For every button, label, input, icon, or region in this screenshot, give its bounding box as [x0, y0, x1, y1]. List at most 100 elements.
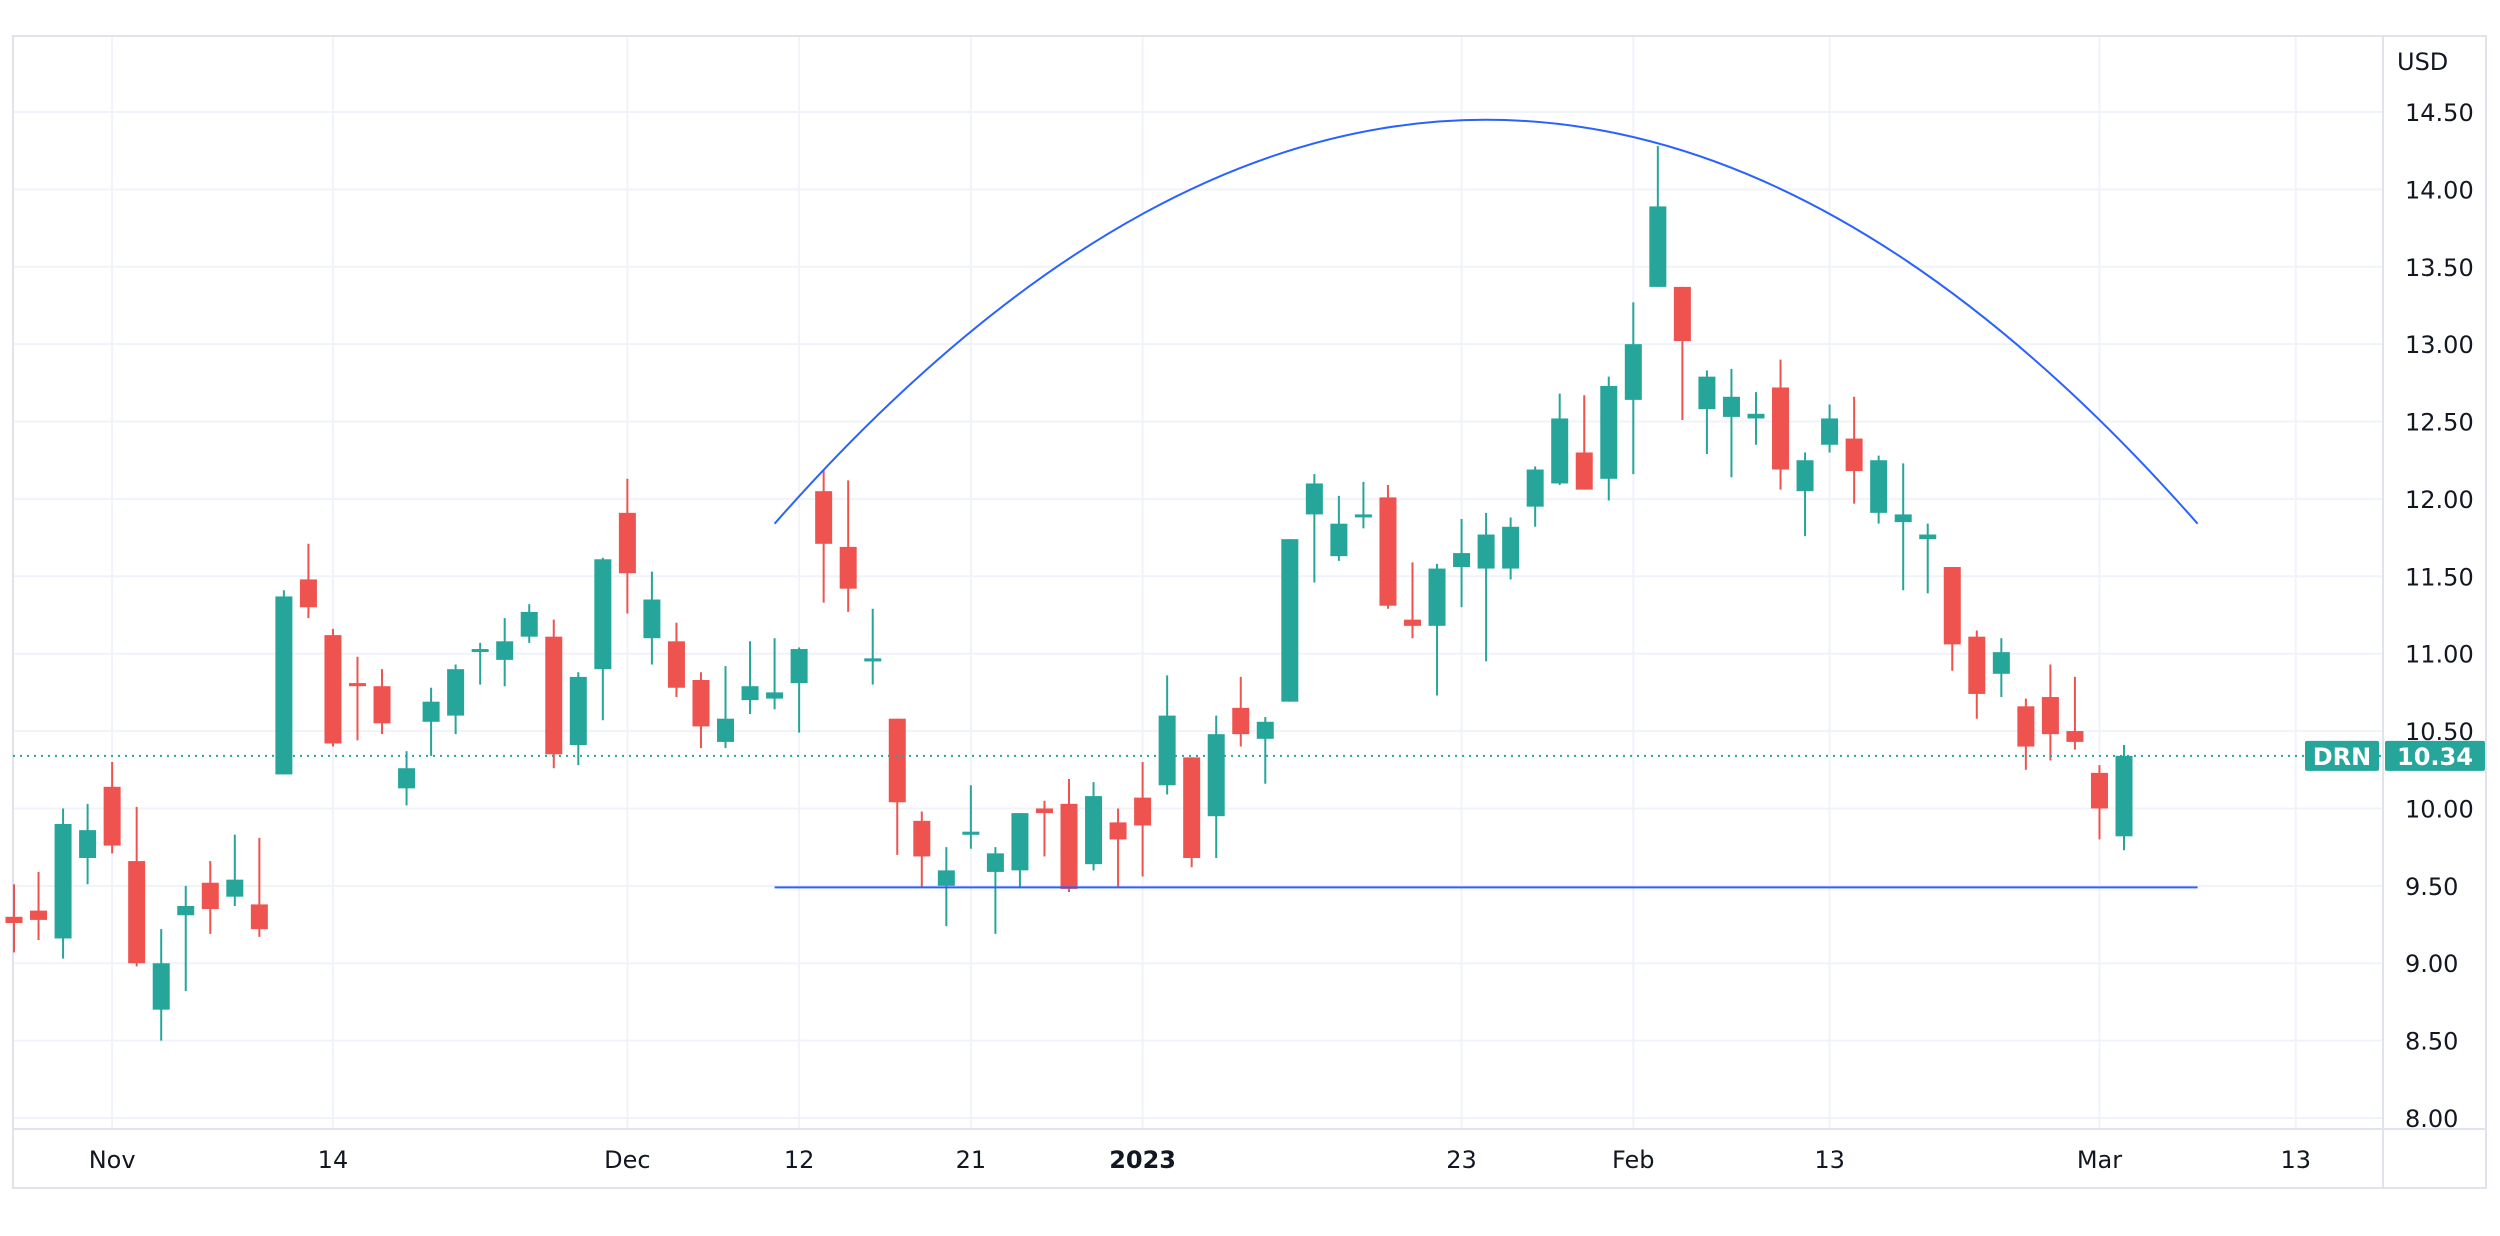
- candle-body: [1158, 715, 1176, 786]
- candle-up: [398, 751, 416, 806]
- candle-body: [1453, 553, 1471, 568]
- candle-up: [226, 834, 244, 906]
- candle-body: [1011, 813, 1029, 871]
- time-tick-label: Nov: [89, 1146, 136, 1174]
- candle-body: [2115, 755, 2133, 837]
- time-tick-label: Dec: [604, 1146, 650, 1174]
- candle-body: [1232, 707, 1250, 735]
- time-tick-label: 13: [1814, 1146, 1845, 1174]
- candle-up: [1600, 376, 1618, 501]
- candle-body: [1845, 438, 1863, 472]
- candle-body: [2017, 706, 2035, 747]
- candle-up: [864, 608, 882, 685]
- candle-down: [1968, 630, 1986, 719]
- time-tick-label: 23: [1446, 1146, 1477, 1174]
- candle-up: [1821, 404, 1839, 453]
- candle-down: [30, 871, 48, 941]
- candle-up: [1698, 370, 1716, 455]
- candle-up: [1281, 539, 1299, 702]
- candle-down: [1035, 800, 1053, 857]
- candle-up: [1158, 675, 1176, 795]
- candle-body: [1207, 734, 1225, 817]
- candle-body: [1747, 413, 1765, 419]
- candle-body: [1428, 568, 1446, 626]
- candle-up: [1256, 717, 1274, 784]
- candle-body: [152, 963, 170, 1010]
- candle-up: [1477, 512, 1495, 662]
- candle-down: [1183, 757, 1201, 868]
- candle-body: [864, 658, 882, 662]
- candle-body: [1968, 636, 1986, 694]
- candle-body: [1134, 797, 1152, 826]
- candle-body: [545, 636, 563, 755]
- candle-down: [373, 669, 391, 735]
- drawings[interactable]: [773, 118, 2199, 889]
- candle-down: [348, 656, 366, 741]
- time-tick-label: 13: [2280, 1146, 2311, 1174]
- time-tick-label: 12: [784, 1146, 815, 1174]
- last-price-tag-label: 10.34: [2397, 743, 2473, 771]
- candle-body: [471, 649, 489, 653]
- price-tick-label: 8.50: [2405, 1028, 2458, 1056]
- candle-up: [1722, 368, 1740, 478]
- arc-drawing[interactable]: [773, 118, 2199, 525]
- time-tick-label: Mar: [2077, 1146, 2122, 1174]
- candle-body: [962, 831, 980, 835]
- candle-down: [1109, 808, 1127, 888]
- candle-up: [1624, 302, 1642, 475]
- candle-down: [815, 469, 833, 603]
- price-tick-label: 12.50: [2405, 409, 2474, 437]
- candle-up: [1992, 638, 2010, 698]
- candle-up: [1502, 517, 1520, 580]
- candle-body: [790, 649, 808, 684]
- candle-body: [1649, 206, 1667, 287]
- candle-down: [667, 622, 685, 698]
- candle-up: [1428, 563, 1446, 696]
- candle-down: [1772, 359, 1790, 490]
- candle-up: [1354, 481, 1372, 529]
- candle-down: [2066, 676, 2084, 750]
- candle-body: [1624, 344, 1642, 400]
- candle-body: [1281, 539, 1299, 702]
- candle-down: [2017, 698, 2035, 770]
- candle-up: [1011, 813, 1029, 888]
- price-tick-label: 11.50: [2405, 563, 2474, 591]
- candle-up: [1453, 519, 1471, 608]
- candle-down: [618, 478, 636, 614]
- candle-body: [398, 768, 416, 789]
- candle-body: [373, 686, 391, 724]
- candle-body: [54, 823, 72, 939]
- chart-frame: [12, 35, 2487, 1189]
- candle-down: [1060, 779, 1078, 893]
- candle-body: [250, 904, 268, 930]
- price-axis[interactable]: USD 14.50 14.00 13.50 13.00 12.50 12.00 11.50 1…: [2397, 48, 2474, 1133]
- candle-body: [594, 559, 612, 670]
- candle-body: [1035, 808, 1053, 814]
- candle-up: [790, 647, 808, 733]
- candle-body: [226, 879, 244, 897]
- candle-body: [1305, 483, 1323, 515]
- candle-body: [299, 579, 317, 608]
- candle-up: [1551, 393, 1569, 485]
- candle-up: [741, 641, 759, 715]
- candle-body: [496, 641, 514, 660]
- time-axis[interactable]: Nov 14 Dec 12 21 2023 23 Feb 13 Mar 13: [89, 1146, 2311, 1174]
- price-tick-label: 8.00: [2405, 1105, 2458, 1133]
- candle-down: [1845, 396, 1863, 504]
- candle-body: [913, 820, 931, 857]
- time-tick-label: 14: [318, 1146, 349, 1174]
- candle-body: [1109, 822, 1127, 840]
- price-tick-label: 14.50: [2405, 99, 2474, 127]
- candle-up: [1330, 495, 1348, 561]
- candle-body: [1256, 721, 1274, 739]
- candle-down: [545, 619, 563, 769]
- candle-down: [250, 837, 268, 937]
- symbol-tag-label: DRN: [2313, 743, 2372, 771]
- candle-body: [1600, 385, 1618, 479]
- candle-up: [79, 803, 97, 885]
- candle-down: [1943, 567, 1961, 671]
- candle-body: [348, 683, 366, 687]
- price-tick-label: 11.00: [2405, 641, 2474, 669]
- symbol-tag: [2305, 740, 2379, 771]
